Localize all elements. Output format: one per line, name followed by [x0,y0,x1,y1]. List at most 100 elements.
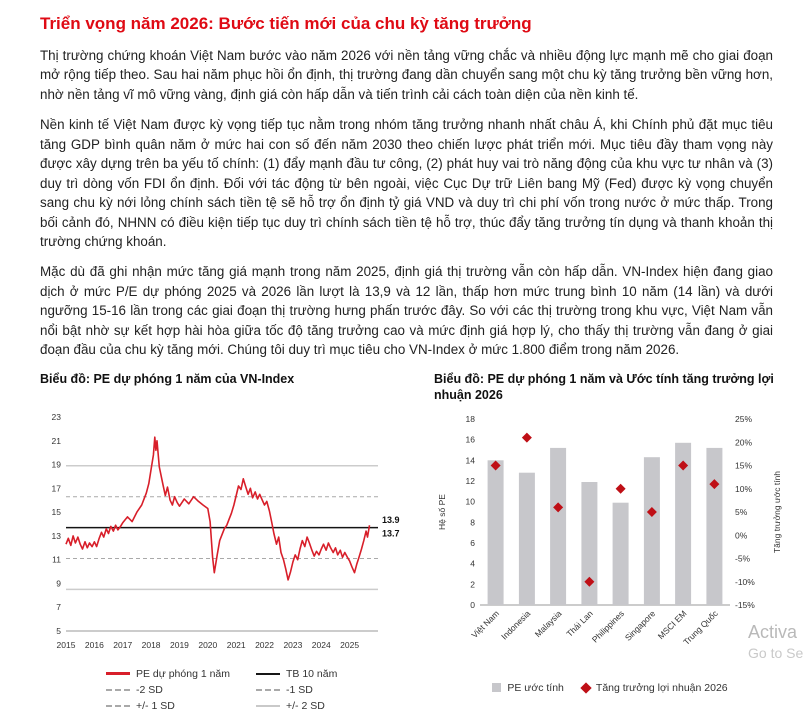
svg-text:18: 18 [466,414,476,424]
vnindex-pe-chart-block: Biểu đồ: PE dự phóng 1 năm của VN-Index … [40,371,418,712]
svg-text:15: 15 [52,507,62,517]
svg-text:15%: 15% [735,460,752,470]
svg-text:2016: 2016 [85,640,104,650]
left-chart-title: Biểu đồ: PE dự phóng 1 năm của VN-Index [40,371,295,386]
svg-text:20%: 20% [735,437,752,447]
legend-label: TB 10 năm [286,667,338,680]
pe-bar [643,456,660,605]
growth-diamond [709,478,720,489]
dash-swatch-icon [106,688,130,691]
svg-text:13.9: 13.9 [382,515,400,525]
svg-text:2020: 2020 [198,640,217,650]
svg-text:2025: 2025 [340,640,359,650]
category-label: Thái Lan [564,608,595,639]
pe-bar [518,472,535,605]
legend-item: PE dự phóng 1 năm [106,668,256,680]
page-title: Triển vọng năm 2026: Bước tiến mới của c… [40,14,532,33]
pe-bar [706,447,723,605]
regional-pe-chart-svg: 0 2 4 6 8 10 12 14 16 18 -15% -10% -5% 0% 5% 10% 15% 20% 2… [437,414,782,647]
legend-item: PE ước tính [492,682,564,694]
red-diamond-swatch-icon [580,681,592,694]
gray-square-swatch-icon [492,683,502,693]
growth-diamond [646,506,657,517]
legend-item: TB 10 năm [256,668,368,680]
category-label: Indonesia [499,608,532,641]
charts-row: Biểu đồ: PE dự phóng 1 năm của VN-Index … [40,371,782,712]
svg-text:2: 2 [470,579,475,589]
legend-label: -1 SD [286,683,313,696]
growth-diamond [490,460,501,471]
red-line-swatch-icon [106,672,130,676]
pe-bar [487,459,504,605]
category-label: Trung Quốc [681,607,720,646]
svg-text:7: 7 [56,602,61,612]
legend-item: Tăng trưởng lợi nhuận 2026 [580,681,728,694]
category-label: Việt Nam [469,608,501,640]
legend-label: -2 SD [136,683,163,696]
regional-pe-chart: 0 2 4 6 8 10 12 14 16 18 -15% -10% -5% 0% 5% 10% 15% 20% 2… [434,407,786,674]
svg-text:2019: 2019 [170,640,189,650]
dash-swatch-icon [106,704,130,707]
svg-text:0%: 0% [735,530,748,540]
pe-line-chart-legend: PE dự phóng 1 năm TB 10 năm -2 SD -1 SD +/- … [106,668,418,712]
growth-diamond [521,432,532,443]
svg-text:10: 10 [466,496,476,506]
svg-text:11: 11 [52,554,61,564]
paragraph-2: Nền kinh tế Việt Nam được kỳ vọng tiếp t… [40,117,773,249]
svg-text:10%: 10% [735,483,752,493]
pe-bar [550,447,567,605]
svg-text:2024: 2024 [312,640,331,650]
svg-text:-5%: -5% [735,553,751,563]
watermark-line2: Go to Se [748,645,804,661]
svg-text:6: 6 [470,538,475,548]
pe-series-line [65,435,371,581]
pe-bar [612,502,629,605]
svg-text:9: 9 [56,578,61,588]
black-line-swatch-icon [256,672,280,675]
svg-text:8: 8 [470,517,475,527]
pe-bar [675,442,692,605]
legend-item: -1 SD [256,684,368,696]
paragraph-3: Mặc dù đã ghi nhận mức tăng giá mạnh tro… [40,264,773,358]
svg-text:13.7: 13.7 [382,528,400,538]
svg-text:25%: 25% [735,414,752,424]
category-label: Malaysia [533,608,564,639]
svg-text:-10%: -10% [735,576,755,586]
svg-text:4: 4 [470,558,475,568]
growth-diamond [553,501,564,512]
growth-diamond [584,576,595,587]
svg-text:12: 12 [466,476,476,486]
regional-chart-legend: PE ước tính Tăng trưởng lợi nhuận 2026 [434,682,786,694]
growth-diamond [615,483,626,494]
paragraph-1: Thị trường chứng khoán Việt Nam bước vào… [40,48,773,102]
legend-label: Tăng trưởng lợi nhuận 2026 [595,681,728,694]
category-label: Philippines [590,608,626,644]
legend-label: PE ước tính [507,681,564,694]
svg-text:5: 5 [56,626,61,636]
svg-text:0: 0 [470,600,475,610]
svg-text:19: 19 [52,459,62,469]
svg-text:2022: 2022 [255,640,274,650]
svg-text:2017: 2017 [113,640,132,650]
dash-swatch-icon [256,688,280,691]
svg-text:-15%: -15% [735,600,755,610]
svg-text:2021: 2021 [227,640,246,650]
svg-text:2023: 2023 [283,640,302,650]
right-axis-title: Tăng trưởng ước tính [772,470,782,552]
svg-text:2018: 2018 [142,640,161,650]
legend-item: +/- 1 SD [106,700,256,712]
category-label: Singapore [623,608,658,643]
left-axis-title: Hệ số PE [437,493,447,529]
legend-label: +/- 2 SD [286,699,325,712]
right-chart-title: Biểu đồ: PE dự phóng 1 năm và Ước tính t… [434,371,774,402]
svg-text:23: 23 [52,412,62,422]
svg-text:16: 16 [466,434,476,444]
pe-line-chart: 23 21 19 17 15 13 11 9 7 5 2015 2016 2017 2018 2019 202… [40,407,418,660]
svg-text:13: 13 [52,530,62,540]
legend-item: -2 SD [106,684,256,696]
legend-item: +/- 2 SD [256,700,368,712]
svg-text:14: 14 [466,455,476,465]
svg-text:21: 21 [52,435,62,445]
watermark-line1: Activa [748,622,798,642]
